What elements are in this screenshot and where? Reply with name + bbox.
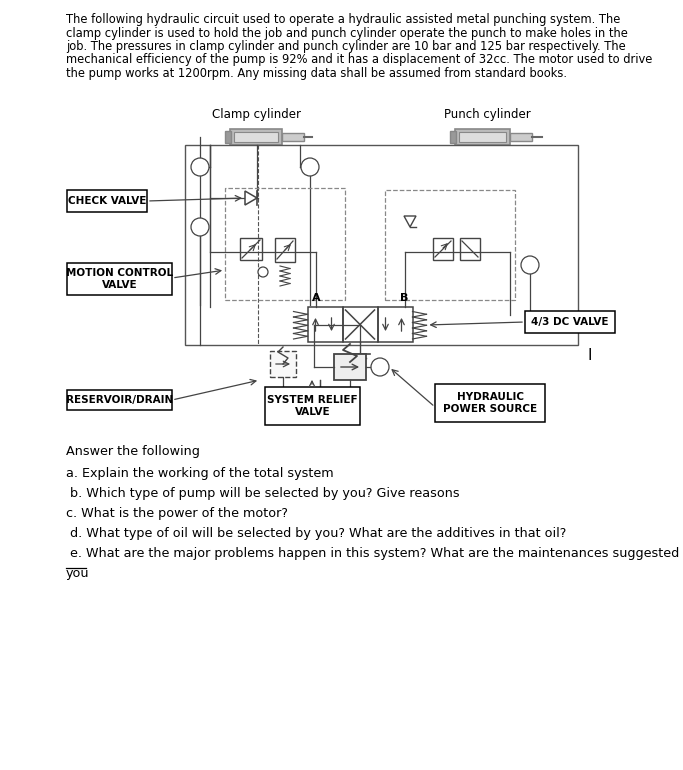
Bar	[510, 133, 532, 141]
Bar	[435, 384, 545, 422]
Circle shape	[191, 218, 209, 236]
Text: the pump works at 1200rpm. Any missing data shall be assumed from standard books: the pump works at 1200rpm. Any missing d…	[66, 67, 567, 80]
Text: Clamp cylinder: Clamp cylinder	[212, 108, 301, 121]
Text: a. Explain the working of the total system: a. Explain the working of the total syst…	[66, 467, 333, 480]
Text: 4/3 DC VALVE: 4/3 DC VALVE	[531, 317, 609, 327]
Text: d. What type of oil will be selected by you? What are the additives in that oil?: d. What type of oil will be selected by …	[66, 527, 566, 540]
Text: B: B	[400, 293, 408, 303]
Bar	[342, 307, 378, 342]
Circle shape	[191, 158, 209, 176]
Text: you: you	[66, 567, 89, 580]
Text: MOTION CONTROL
VALVE: MOTION CONTROL VALVE	[66, 268, 173, 290]
Bar	[433, 238, 453, 260]
Text: clamp cylinder is used to hold the job and punch cylinder operate the punch to m: clamp cylinder is used to hold the job a…	[66, 26, 628, 39]
Text: b. Which type of pump will be selected by you? Give reasons: b. Which type of pump will be selected b…	[66, 487, 460, 500]
Bar	[67, 390, 172, 410]
Text: HYDRAULIC
POWER SOURCE: HYDRAULIC POWER SOURCE	[443, 392, 537, 414]
Circle shape	[301, 158, 319, 176]
Bar	[378, 307, 413, 342]
Text: Punch cylinder: Punch cylinder	[444, 108, 531, 121]
Bar	[230, 129, 282, 145]
Circle shape	[371, 358, 389, 376]
Bar	[240, 238, 262, 260]
Bar	[185, 145, 578, 345]
Bar	[225, 188, 345, 300]
Bar	[270, 351, 296, 377]
Bar	[67, 263, 172, 295]
Text: e. What are the major problems happen in this system? What are the maintenances : e. What are the major problems happen in…	[66, 547, 683, 560]
Polygon shape	[245, 191, 257, 205]
Text: c. What is the power of the motor?: c. What is the power of the motor?	[66, 507, 288, 520]
Bar	[450, 131, 456, 143]
Bar	[67, 190, 147, 212]
Bar	[455, 129, 510, 145]
Bar	[385, 190, 515, 300]
Bar	[234, 132, 278, 142]
Circle shape	[258, 267, 268, 277]
Bar	[460, 238, 480, 260]
Bar	[459, 132, 506, 142]
Bar	[275, 238, 295, 262]
Bar	[282, 133, 304, 141]
Polygon shape	[404, 216, 416, 227]
Text: A: A	[311, 293, 320, 303]
Bar	[265, 387, 360, 425]
Text: mechanical efficiency of the pump is 92% and it has a displacement of 32cc. The : mechanical efficiency of the pump is 92%…	[66, 53, 652, 66]
Text: RESERVOIR/DRAIN: RESERVOIR/DRAIN	[66, 395, 173, 405]
Text: I: I	[588, 347, 592, 363]
Bar	[334, 354, 366, 380]
Bar	[307, 307, 342, 342]
Text: CHECK VALVE: CHECK VALVE	[68, 196, 146, 206]
Text: SYSTEM RELIEF
VALVE: SYSTEM RELIEF VALVE	[267, 395, 358, 417]
Bar	[225, 131, 231, 143]
Text: The following hydraulic circuit used to operate a hydraulic assisted metal punch: The following hydraulic circuit used to …	[66, 13, 620, 26]
Circle shape	[521, 256, 539, 274]
Bar	[525, 311, 615, 333]
Text: Answer the following: Answer the following	[66, 445, 200, 458]
Text: job. The pressures in clamp cylinder and punch cylinder are 10 bar and 125 bar r: job. The pressures in clamp cylinder and…	[66, 40, 626, 53]
